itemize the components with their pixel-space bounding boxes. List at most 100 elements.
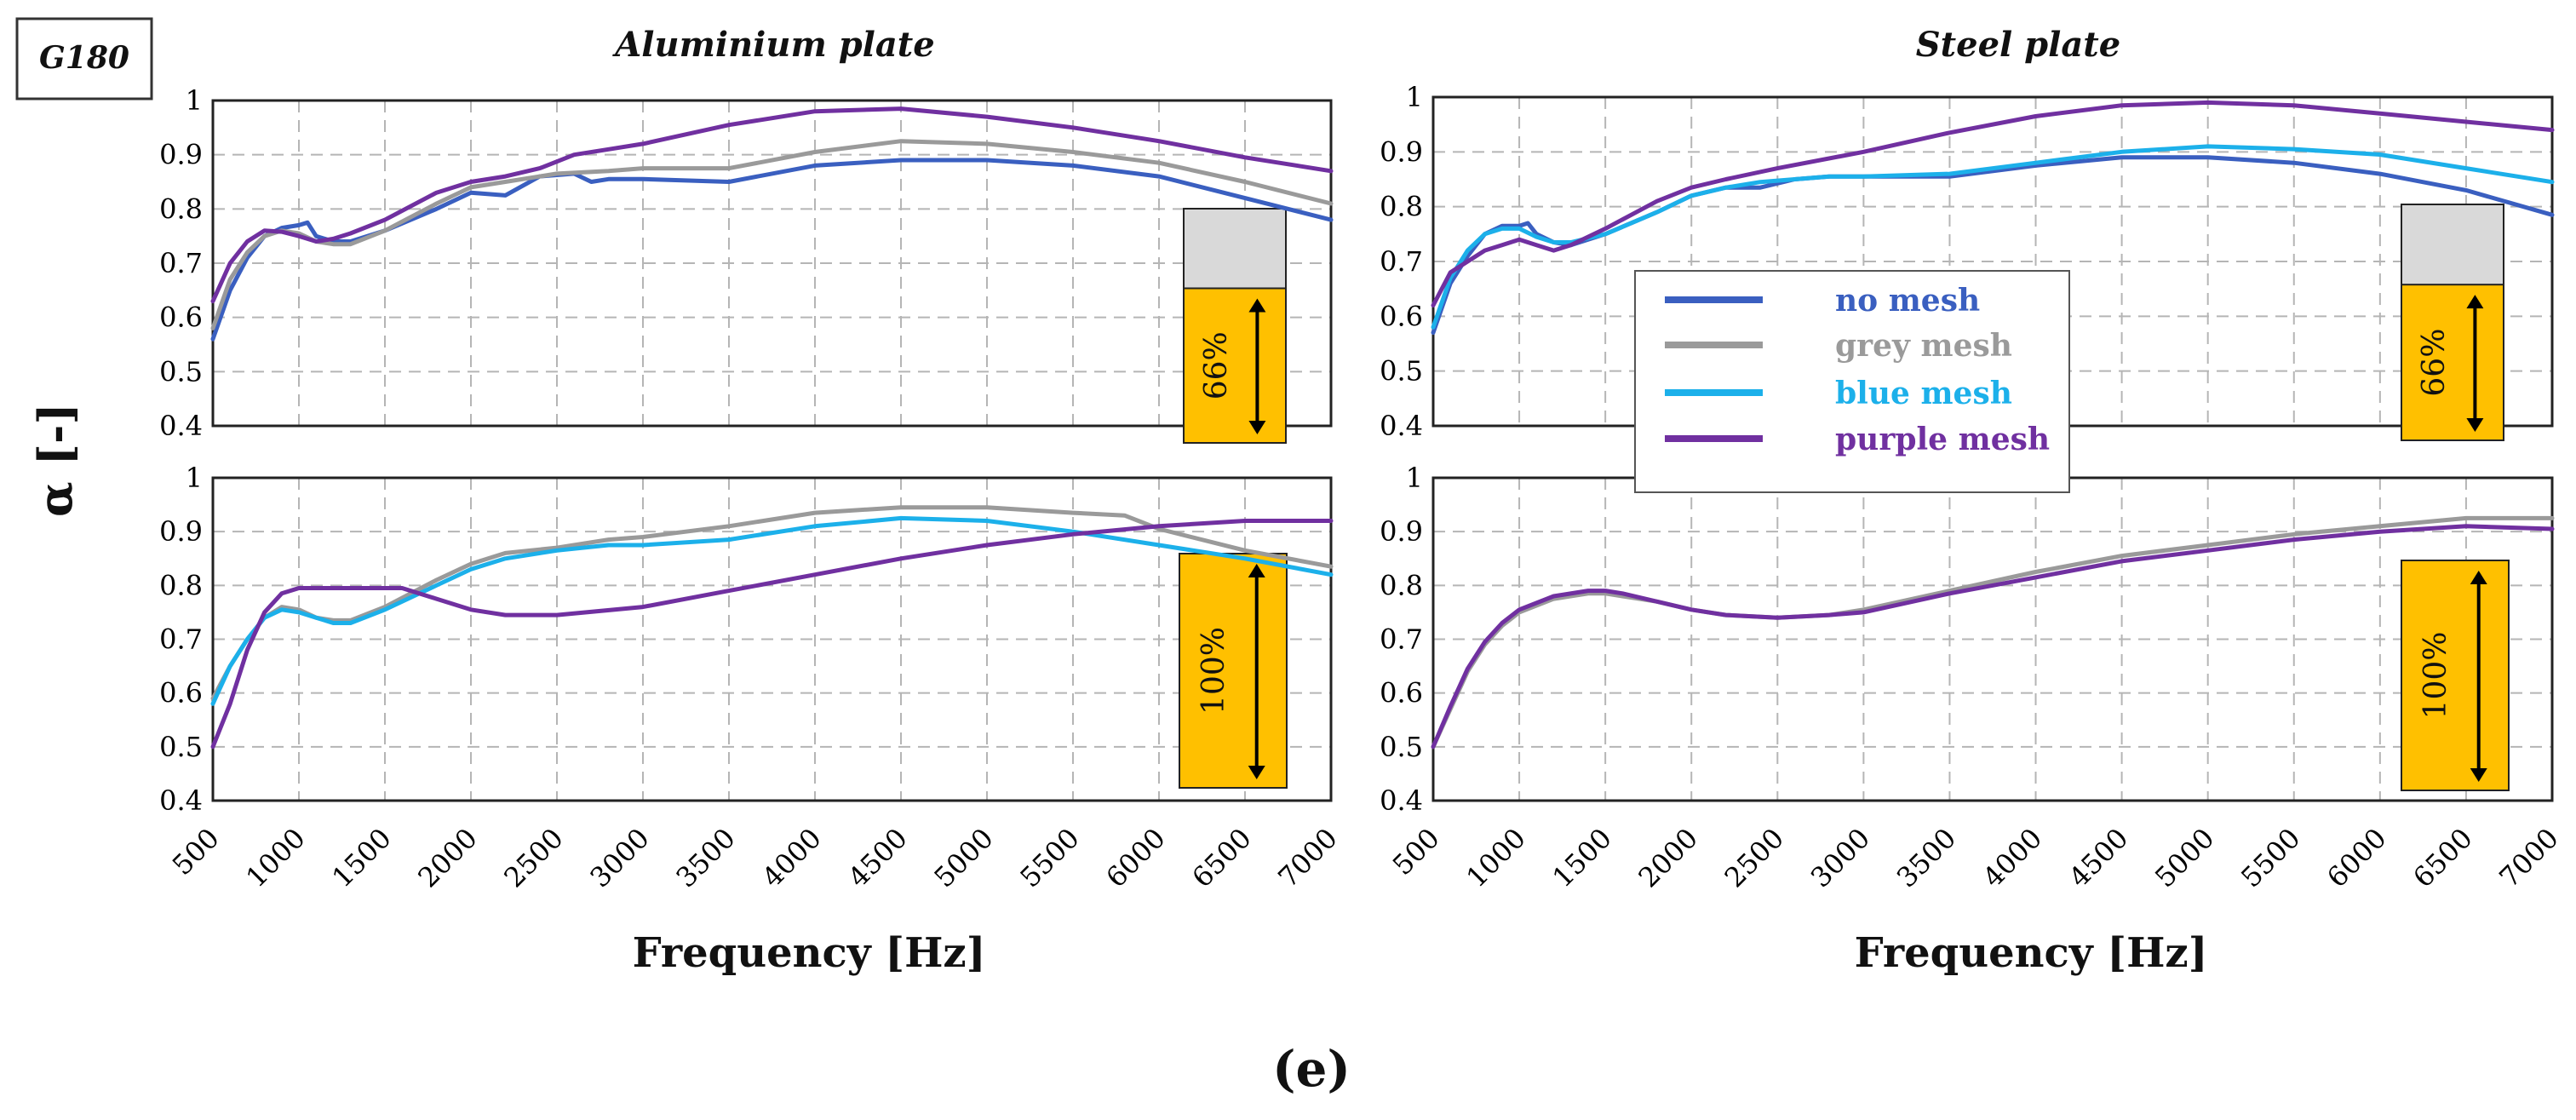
y-tick-label: 0.9 (159, 515, 203, 548)
series-purple-mesh (1431, 100, 2555, 307)
figure-caption: (e) (1272, 1040, 1351, 1098)
coverage-label: 100% (1196, 627, 1231, 715)
y-tick-label: 0.8 (1380, 569, 1423, 601)
x-tick-label: 500 (166, 822, 226, 882)
y-tick-label: 0.9 (159, 139, 203, 171)
coverage-gauge-fill (2401, 560, 2510, 791)
y-tick-label: 0.6 (1380, 300, 1423, 332)
coverage-arrow-head-down (1248, 766, 1265, 779)
y-tick-label: 1 (186, 462, 203, 494)
coverage-gauge-fill (1179, 553, 1288, 789)
y-tick-label: 0.8 (159, 569, 203, 601)
y-tick-label: 0.6 (1380, 677, 1423, 709)
coverage-arrow-head-up (2466, 295, 2484, 309)
y-tick-label: 0.5 (1380, 731, 1423, 763)
x-tick-label: 6500 (2407, 822, 2478, 893)
series-purple-mesh (1431, 524, 2555, 750)
coverage-label: 66% (1199, 331, 1234, 399)
y-tick-label: 0.8 (159, 192, 203, 225)
y-tick-label: 0.4 (1380, 784, 1423, 817)
x-tick-label: 2500 (1718, 822, 1790, 893)
panel-aluminium-66: 0.4 0.5 0.6 0.7 0.8 0.9 1 66% (159, 84, 1334, 444)
coverage-label: 100% (2418, 632, 2453, 720)
series-no-mesh (210, 158, 1334, 342)
x-tick-label: 5500 (2235, 822, 2306, 893)
x-tick-label: 4000 (755, 822, 827, 893)
y-tick-label: 0.7 (1380, 245, 1423, 278)
coverage-arrow-head-up (1248, 564, 1265, 577)
coverage-gauge-fill (1183, 287, 1287, 444)
coverage-arrow-head-down (1248, 421, 1266, 434)
x-tick-label: 6000 (1099, 822, 1171, 893)
x-tick-label: 1000 (239, 822, 311, 893)
x-tick-label: 5000 (927, 822, 999, 893)
legend: no mesh grey mesh blue mesh purple mesh (1634, 270, 2070, 493)
panel-title-steel: Steel plate (1916, 25, 2120, 65)
x-tick-label: 1000 (1460, 822, 1531, 893)
y-tick-label: 1 (1406, 462, 1423, 494)
x-axis-label-left: Frequency [Hz] (633, 929, 986, 977)
plot-frame (211, 99, 1333, 428)
figure-tag: G180 (39, 40, 129, 76)
x-tick-label: 4500 (2063, 822, 2134, 893)
panel-steel-66: 0.4 0.5 0.6 0.7 0.8 0.9 1 66% (1380, 81, 2555, 442)
x-tick-label: 5000 (2149, 822, 2220, 893)
y-axis-label: α [-] (28, 403, 83, 517)
x-tick-label: 3500 (669, 822, 741, 893)
y-tick-label: 0.4 (1380, 410, 1423, 442)
y-tick-label: 0.5 (159, 355, 203, 388)
y-tick-label: 0.6 (159, 677, 203, 709)
y-tick-label: 1 (186, 84, 203, 117)
x-tick-label: 7000 (1271, 822, 1343, 893)
legend-label-blue-mesh: blue mesh (1835, 376, 2012, 411)
panel-title-aluminium: Aluminium plate (611, 25, 934, 65)
x-tick-label: 500 (1386, 822, 1446, 882)
figure-tag-box (15, 17, 153, 101)
plot-frame (211, 476, 1333, 802)
x-tick-label: 1500 (325, 822, 397, 893)
y-tick-label: 0.7 (159, 623, 203, 656)
series-grey-mesh (1431, 515, 2555, 750)
y-tick-label: 0.7 (159, 247, 203, 279)
x-tick-label: 6500 (1185, 822, 1257, 893)
series-purple-mesh (210, 519, 1334, 750)
coverage-label: 66% (2417, 329, 2452, 397)
x-tick-label: 3000 (583, 822, 655, 893)
x-tick-label: 1500 (1546, 822, 1618, 893)
x-tick-label: 7000 (2493, 822, 2564, 893)
x-tick-label: 4500 (841, 822, 913, 893)
series-purple-mesh (210, 106, 1334, 304)
y-tick-label: 0.6 (159, 302, 203, 334)
x-tick-label: 2000 (411, 822, 483, 893)
y-tick-label: 0.5 (159, 731, 203, 763)
x-tick-label: 2000 (1632, 822, 1704, 893)
x-tick-label: 5500 (1013, 822, 1085, 893)
legend-label-no-mesh: no mesh (1835, 283, 1980, 319)
x-tick-label: 4000 (1976, 822, 2048, 893)
legend-label-purple-mesh: purple mesh (1835, 422, 2050, 457)
legend-box (1634, 270, 2070, 493)
x-tick-label: 3500 (1890, 822, 1962, 893)
y-tick-label: 0.4 (159, 410, 203, 442)
y-tick-label: 0.9 (1380, 515, 1423, 548)
coverage-arrow-head-up (2470, 571, 2487, 584)
y-tick-label: 0.5 (1380, 355, 1423, 388)
y-tick-label: 1 (1406, 81, 1423, 113)
y-tick-label: 0.8 (1380, 191, 1423, 223)
x-axis-label-right: Frequency [Hz] (1855, 929, 2208, 977)
series-blue-mesh (1431, 144, 2555, 330)
coverage-gauge-fill (2401, 284, 2504, 441)
series-grey-mesh (210, 139, 1334, 330)
y-tick-label: 0.4 (159, 784, 203, 817)
legend-label-grey-mesh: grey mesh (1835, 328, 2012, 364)
series-grey-mesh (210, 505, 1334, 701)
y-tick-label: 0.7 (1380, 623, 1423, 656)
x-tick-label: 2500 (497, 822, 569, 893)
coverage-arrow-head-down (2466, 418, 2484, 432)
x-tick-label: 3000 (1804, 822, 1876, 893)
series-blue-mesh (210, 515, 1334, 706)
x-tick-label: 6000 (2321, 822, 2392, 893)
